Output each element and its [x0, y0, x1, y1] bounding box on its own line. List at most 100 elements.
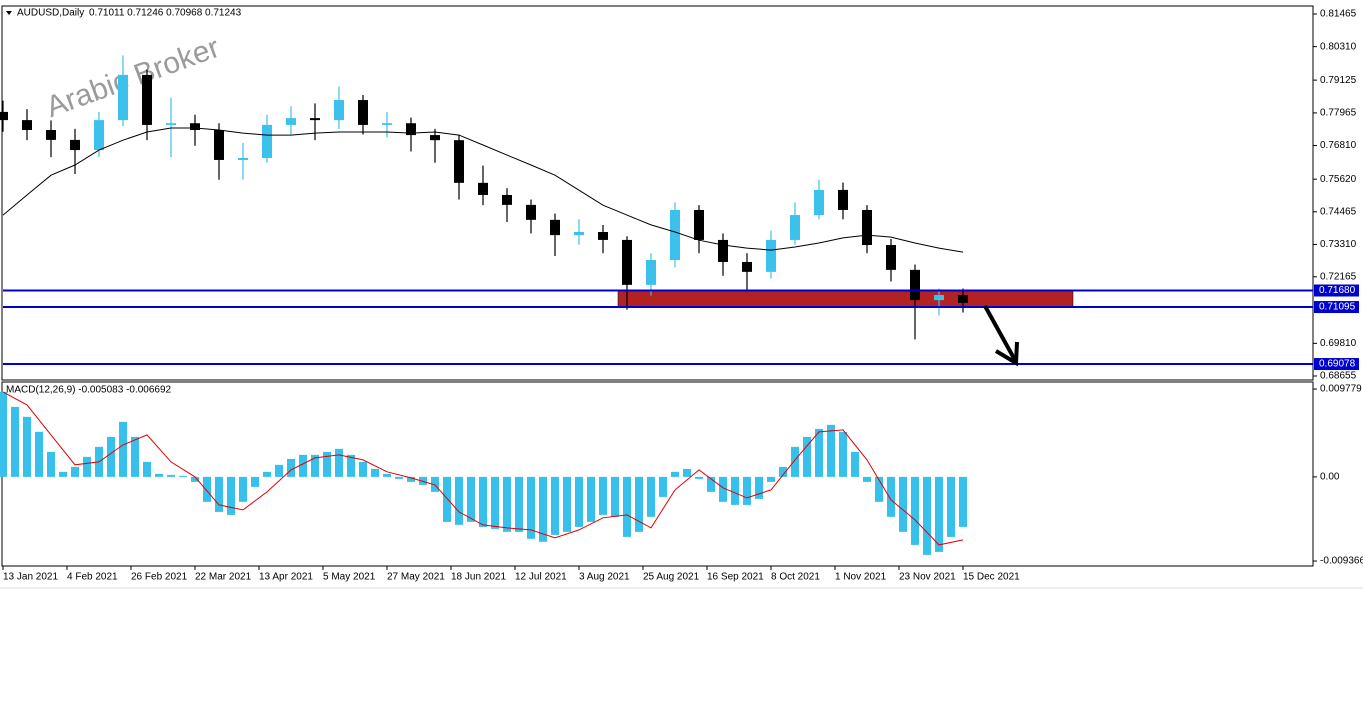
macd-bar — [311, 454, 319, 477]
macd-bar — [779, 466, 787, 477]
candle-body — [958, 295, 968, 303]
candle-body — [0, 111, 8, 121]
candle-body — [910, 269, 920, 301]
x-tick-label: 13 Apr 2021 — [259, 572, 313, 583]
x-tick-label: 25 Aug 2021 — [643, 572, 700, 583]
macd-bar — [119, 421, 127, 477]
candle-body — [502, 194, 512, 205]
candle-body — [598, 232, 608, 240]
macd-bar — [947, 476, 955, 537]
macd-bar — [563, 476, 571, 532]
macd-bar — [347, 454, 355, 477]
macd-bar — [935, 476, 943, 552]
macd-bar — [191, 476, 199, 482]
macd-bar — [515, 476, 523, 532]
y-tick-label: 0.79125 — [1320, 75, 1357, 86]
level-label: 0.69078 — [1319, 359, 1356, 370]
x-tick-label: 8 Oct 2021 — [771, 572, 820, 583]
x-tick-label: 16 Sep 2021 — [707, 572, 764, 583]
y-tick-label: 0.74465 — [1320, 206, 1357, 217]
candle-body — [118, 74, 128, 121]
candle-body — [550, 219, 560, 236]
macd-bar — [227, 476, 235, 515]
candle-body — [574, 232, 584, 236]
macd-bar — [767, 476, 775, 482]
candle-body — [382, 123, 392, 125]
arrow-shaft — [983, 305, 1018, 363]
macd-bar — [59, 471, 67, 477]
arrow-head — [994, 341, 1019, 367]
y-tick-label: -0.009366 — [1320, 556, 1363, 567]
candle-body — [190, 123, 200, 130]
candle-body — [214, 129, 224, 160]
x-tick-label: 13 Jan 2021 — [3, 572, 58, 583]
macd-bar — [923, 476, 931, 555]
candle-body — [886, 245, 896, 270]
macd-bar — [539, 476, 547, 542]
macd-bar — [731, 476, 739, 505]
macd-bar — [275, 464, 283, 477]
macd-bar — [35, 431, 43, 477]
macd-bar — [695, 476, 703, 479]
x-tick-label: 12 Jul 2021 — [515, 572, 567, 583]
candle-body — [934, 295, 944, 301]
candle-body — [694, 209, 704, 240]
candle-body — [286, 118, 296, 125]
macd-bar — [167, 474, 175, 477]
candle-body — [238, 157, 248, 160]
macd-bar — [875, 476, 883, 502]
macd-bar — [959, 476, 967, 527]
macd-bar — [863, 476, 871, 482]
macd-bar — [335, 448, 343, 477]
macd-bar — [107, 436, 115, 477]
candle-body — [766, 239, 776, 272]
y-tick-label: 0.73310 — [1320, 239, 1357, 250]
macd-bar — [791, 446, 799, 477]
macd-bar — [527, 476, 535, 539]
macd-bar — [83, 456, 91, 477]
x-tick-label: 22 Mar 2021 — [195, 572, 252, 583]
macd-bar — [719, 476, 727, 502]
y-tick-label: 0.72165 — [1320, 271, 1357, 282]
y-tick-label: 0.75620 — [1320, 174, 1357, 185]
macd-bar — [455, 476, 463, 525]
candle-body — [790, 215, 800, 240]
x-tick-label: 18 Jun 2021 — [451, 572, 506, 583]
candle-body — [742, 261, 752, 272]
candle-body — [838, 189, 848, 210]
macd-bar — [299, 454, 307, 477]
y-tick-label: 0.68655 — [1320, 371, 1357, 382]
candle-body — [670, 209, 680, 260]
candle-body — [142, 74, 152, 125]
macd-bar — [671, 471, 679, 477]
candle-body — [334, 100, 344, 121]
y-tick-label: 0.81465 — [1320, 9, 1357, 20]
macd-bar — [911, 476, 919, 545]
y-tick-label: 0.76810 — [1320, 140, 1357, 151]
watermark: Arabic Broker — [42, 31, 224, 124]
macd-bar — [251, 476, 259, 487]
macd-bar — [803, 436, 811, 477]
macd-bar — [155, 473, 163, 477]
macd-bar — [827, 424, 835, 477]
y-tick-label: 0.009779 — [1320, 384, 1362, 395]
macd-bar — [11, 406, 19, 477]
macd-title: MACD(12,26,9) -0.005083 -0.006692 — [6, 385, 172, 396]
macd-bar — [0, 391, 7, 477]
macd-bar — [323, 451, 331, 477]
macd-bar — [359, 461, 367, 477]
candle-body — [166, 123, 176, 125]
macd-bar — [743, 476, 751, 505]
candle-body — [262, 124, 272, 158]
macd-bar — [71, 466, 79, 477]
macd-bar — [887, 476, 895, 517]
macd-bar — [467, 476, 475, 522]
candle-body — [70, 139, 80, 151]
macd-bar — [575, 476, 583, 527]
candle-body — [406, 123, 416, 136]
macd-bar — [587, 476, 595, 522]
macd-bar — [503, 476, 511, 532]
macd-bar — [623, 476, 631, 537]
level-tag — [1314, 284, 1359, 297]
